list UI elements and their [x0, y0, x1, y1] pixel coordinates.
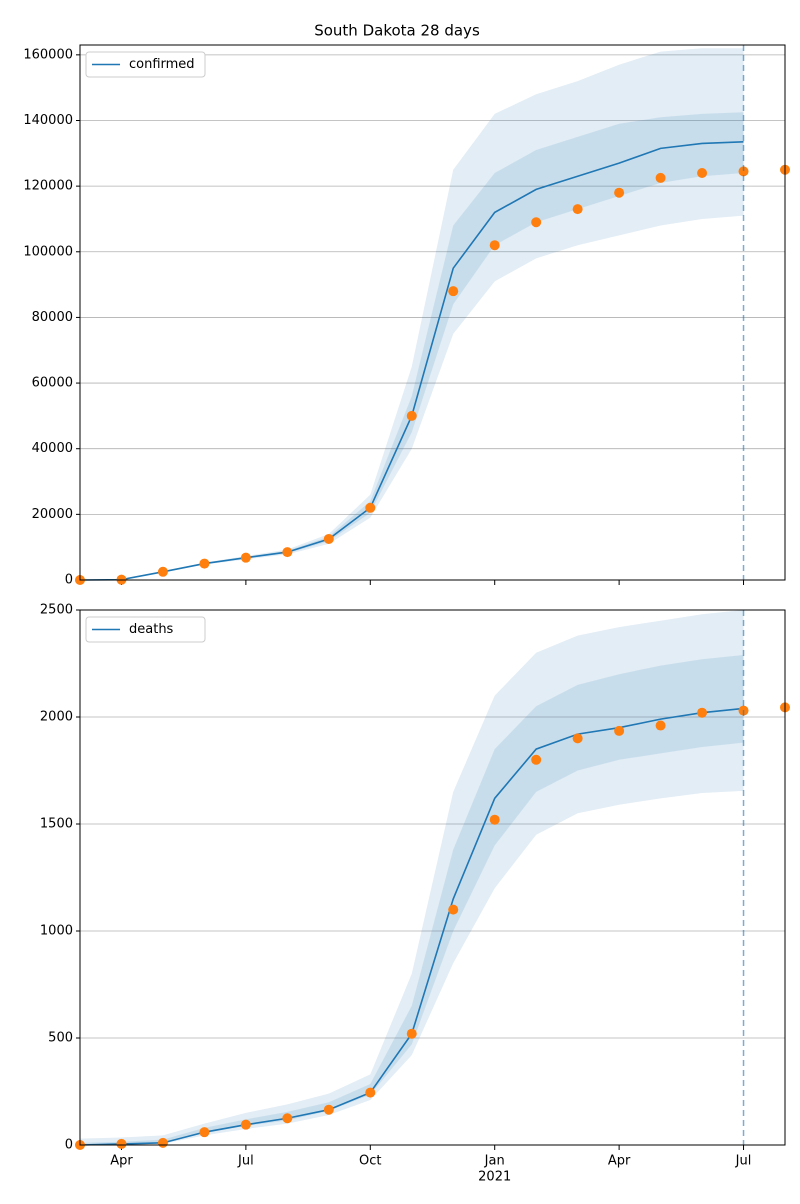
observed-point: [614, 725, 625, 736]
observed-point: [406, 410, 417, 421]
observed-point: [406, 1028, 417, 1039]
observed-point: [655, 172, 666, 183]
observed-point: [199, 558, 210, 569]
observed-point: [448, 904, 459, 915]
observed-point: [655, 720, 666, 731]
figure-title: South Dakota 28 days: [314, 22, 480, 40]
x-tick-label: Apr: [608, 1154, 631, 1169]
legend-box: [85, 51, 206, 78]
x-year-label: 2021: [478, 1170, 511, 1185]
band: [80, 48, 744, 580]
observed-point: [531, 754, 542, 765]
observed-point: [323, 533, 334, 544]
x-tick-label: Jul: [237, 1154, 254, 1169]
y-tick-label: 100000: [23, 244, 73, 259]
x-tick-label: Oct: [359, 1154, 381, 1169]
y-tick-label: 40000: [32, 441, 73, 456]
y-tick-label: 1500: [40, 817, 73, 832]
observed-point: [240, 552, 251, 563]
y-tick-label: 2000: [40, 710, 73, 725]
observed-point: [738, 166, 749, 177]
observed-point: [199, 1127, 210, 1138]
observed-point: [157, 566, 168, 577]
observed-point: [157, 1137, 168, 1148]
band: [80, 610, 744, 1145]
observed-point: [697, 707, 708, 718]
band: [80, 654, 744, 1145]
x-tick-label: Apr: [110, 1154, 133, 1169]
y-tick-label: 80000: [32, 310, 73, 325]
band: [80, 112, 744, 580]
observed-point: [489, 814, 500, 825]
y-tick-label: 1000: [40, 924, 73, 939]
observed-point: [240, 1119, 251, 1130]
y-tick-label: 500: [48, 1031, 73, 1046]
observed-point: [489, 240, 500, 251]
observed-point: [697, 168, 708, 179]
observed-point: [614, 187, 625, 198]
observed-point: [116, 1138, 127, 1149]
y-tick-label: 2500: [40, 603, 73, 618]
observed-point: [365, 502, 376, 513]
legend-box: [85, 616, 206, 643]
y-tick-label: 160000: [23, 47, 73, 62]
y-tick-label: 120000: [23, 179, 73, 194]
observed-point: [282, 1113, 293, 1124]
observed-point: [448, 286, 459, 297]
observed-point: [282, 547, 293, 558]
axes-frame: [79, 44, 786, 581]
legend-label: deaths: [129, 622, 174, 637]
axes-frame: [79, 609, 786, 1146]
legend-label: confirmed: [129, 57, 195, 72]
observed-point: [323, 1104, 334, 1115]
observed-point: [531, 217, 542, 228]
y-tick-label: 0: [65, 573, 73, 588]
x-tick-label: Jul: [735, 1154, 752, 1169]
x-tick-label: Jan: [484, 1154, 505, 1169]
y-tick-label: 140000: [23, 113, 73, 128]
observed-point: [572, 204, 583, 215]
y-tick-label: 60000: [32, 376, 73, 391]
observed-point: [365, 1087, 376, 1098]
observed-point: [572, 733, 583, 744]
y-tick-label: 20000: [32, 507, 73, 522]
y-tick-label: 0: [65, 1138, 73, 1153]
